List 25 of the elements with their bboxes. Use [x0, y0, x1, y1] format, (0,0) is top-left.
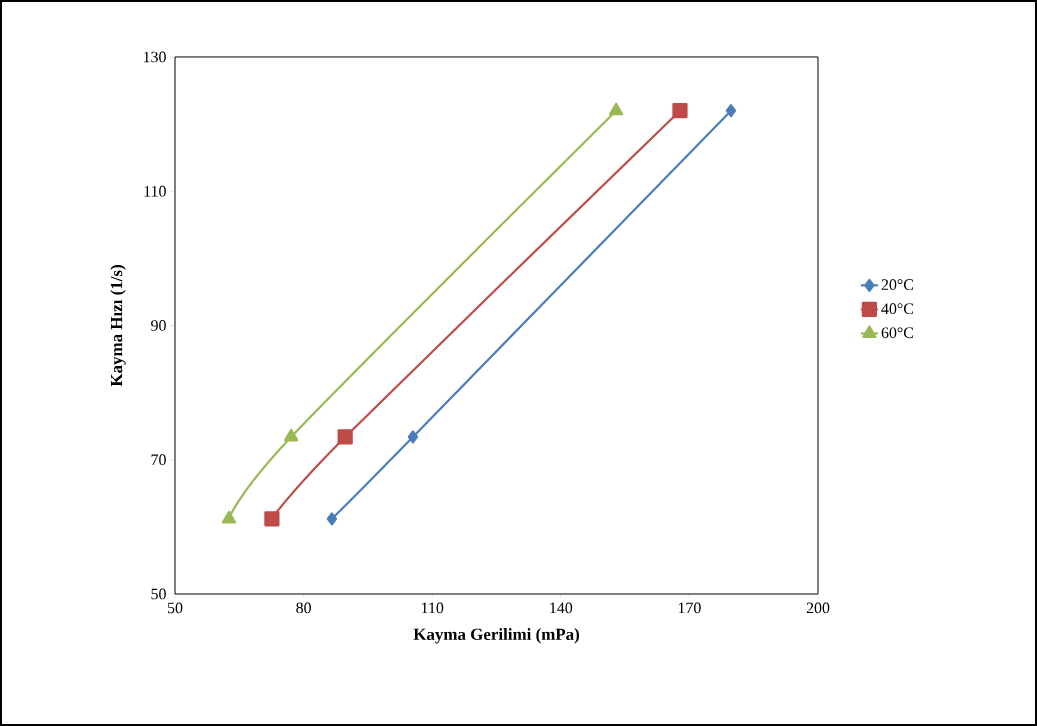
x-tick-label: 50	[167, 602, 183, 614]
point	[672, 103, 688, 119]
point	[725, 104, 737, 118]
x-tick-label: 140	[550, 602, 573, 614]
point	[337, 429, 353, 445]
point	[608, 102, 624, 116]
legend-label: 40°C	[881, 303, 914, 315]
legend-label: 20°C	[881, 279, 914, 290]
x-tick-label: 110	[421, 602, 444, 614]
x-axis-title: Kayma Gerilimi (mPa)	[413, 628, 580, 644]
y-tick-label: 110	[144, 185, 166, 197]
y-tick-label: 70	[151, 454, 166, 466]
point	[284, 428, 299, 442]
point	[407, 430, 419, 444]
legend-label: 60°C	[881, 327, 914, 339]
y-tick-label: 130	[143, 51, 166, 63]
x-tick-label: 80	[296, 602, 311, 614]
point	[264, 511, 280, 527]
point	[221, 510, 237, 524]
y-axis-title: Kayma Hızı (1/s)	[110, 265, 126, 387]
point	[326, 512, 338, 526]
x-tick-label: 170	[678, 602, 701, 614]
y-tick-label: 50	[151, 588, 166, 600]
x-tick-label: 200	[806, 602, 830, 614]
y-tick-label: 90	[151, 320, 166, 331]
